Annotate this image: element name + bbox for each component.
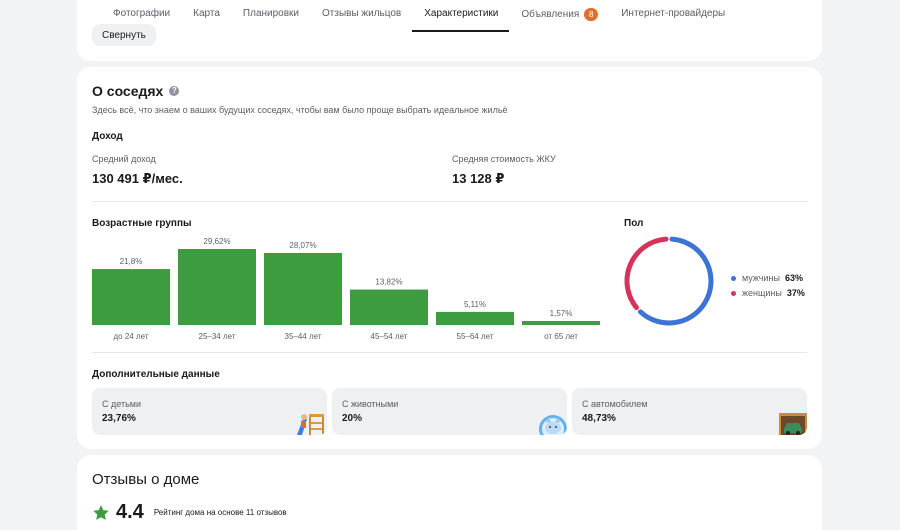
tile-value: 23,76% xyxy=(102,413,136,424)
rating-score: 4.4 xyxy=(116,501,144,523)
bar-value-label: 1,57% xyxy=(550,309,573,318)
legend-label: женщины xyxy=(742,288,782,298)
neighbors-subtitle: Здесь всё, что знаем о ваших будущих сос… xyxy=(92,105,508,115)
reviews-title: Отзывы о доме xyxy=(92,471,200,488)
tile-with-children: С детьми 23,76% xyxy=(92,388,327,435)
cat-icon xyxy=(539,415,567,435)
tile-value: 48,73% xyxy=(582,413,616,424)
neighbors-section-title: О соседях ? xyxy=(92,83,180,99)
bar-value-label: 13,82% xyxy=(375,278,402,287)
utility-cost-label: Средняя стоимость ЖКУ xyxy=(452,154,556,164)
tab-label: Фотографии xyxy=(113,8,171,19)
tile-value: 20% xyxy=(342,413,363,424)
divider xyxy=(92,352,807,353)
utility-cost-value: 13 128 ₽ xyxy=(452,171,505,186)
bar-2 xyxy=(264,252,342,325)
tab-internet-providers[interactable]: Интернет-провайдеры xyxy=(609,0,736,32)
donut-segment-male xyxy=(637,236,714,326)
star-icon xyxy=(93,504,109,520)
income-heading: Доход xyxy=(92,131,123,142)
tile-label: С детьми xyxy=(102,399,141,409)
bar-category-label: 25–34 лет xyxy=(199,332,236,341)
avg-income-value: 130 491 ₽/мес. xyxy=(92,171,183,186)
age-groups-heading: Возрастные группы xyxy=(92,218,192,229)
question-icon[interactable]: ? xyxy=(169,86,180,96)
bar-category-label: 45–54 лет xyxy=(371,332,408,341)
gender-heading: Пол xyxy=(624,218,644,229)
tab-label: Планировки xyxy=(242,8,300,19)
collapse-button[interactable]: Свернуть xyxy=(92,24,156,46)
divider xyxy=(92,201,807,202)
tab-bar: Фотографии Карта Планировки Отзывы жильц… xyxy=(101,0,736,32)
legend-dot-female xyxy=(731,290,736,296)
tab-listings[interactable]: Объявления 8 xyxy=(509,0,609,32)
tab-characteristics[interactable]: Характеристики xyxy=(412,0,510,32)
bar-4 xyxy=(436,311,514,325)
bar-value-label: 28,07% xyxy=(289,241,316,250)
tab-label: Отзывы жильцов xyxy=(322,8,402,19)
tab-label: Объявления xyxy=(521,9,580,20)
bar-value-label: 5,11% xyxy=(464,300,486,309)
legend-label: мужчины xyxy=(742,273,780,283)
legend-value: 63% xyxy=(784,273,803,283)
tab-label: Интернет-провайдеры xyxy=(621,8,726,19)
tab-map[interactable]: Карта xyxy=(181,0,231,32)
tile-label: С автомобилем xyxy=(582,399,648,409)
car-icon xyxy=(779,413,807,435)
legend-value: 37% xyxy=(786,288,805,298)
donut-segment-female xyxy=(624,236,669,311)
bar-0 xyxy=(92,269,170,325)
tile-label: С животными xyxy=(342,399,399,409)
tile-with-pets: С животными 20% xyxy=(332,388,567,435)
bar-value-label: 21,8% xyxy=(120,257,143,266)
legend-dot-male xyxy=(731,275,736,281)
rating-caption: Рейтинг дома на основе 11 отзывов xyxy=(153,508,287,517)
legend-male: мужчины 63% xyxy=(731,273,803,283)
tab-label: Карта xyxy=(193,8,220,19)
bar-category-label: 35–44 лет xyxy=(285,332,322,341)
bar-5 xyxy=(522,320,600,325)
tab-layouts[interactable]: Планировки xyxy=(231,0,310,32)
tile-with-car: С автомобилем 48,73% xyxy=(572,388,807,435)
listings-count-badge: 8 xyxy=(584,8,599,21)
tab-photos[interactable]: Фотографии xyxy=(101,0,181,32)
playground-icon xyxy=(297,414,324,435)
bar-category-label: до 24 лет xyxy=(114,332,149,341)
legend-female: женщины 37% xyxy=(731,288,805,298)
neighbors-title-text: О соседях xyxy=(92,83,164,99)
neighbors-card: О соседях ? Здесь всё, что знаем о ваших… xyxy=(77,67,822,449)
bar-3 xyxy=(350,289,428,325)
extra-data-heading: Дополнительные данные xyxy=(92,369,220,380)
bar-value-label: 29,62% xyxy=(203,237,230,246)
rating-row: 4.4 Рейтинг дома на основе 11 отзывов xyxy=(92,501,287,524)
tab-resident-reviews[interactable]: Отзывы жильцов xyxy=(310,0,412,32)
gender-donut-chart xyxy=(624,236,714,326)
reviews-card: Отзывы о доме 4.4 Рейтинг дома на основе… xyxy=(77,455,822,530)
bar-category-label: 55–64 лет xyxy=(457,332,494,341)
tab-label: Характеристики xyxy=(424,8,499,19)
tabs-card: Фотографии Карта Планировки Отзывы жильц… xyxy=(77,0,822,61)
bar-category-label: от 65 лет xyxy=(544,332,578,341)
bar-1 xyxy=(178,249,256,325)
age-groups-bar-chart: 21,8% до 24 лет 29,62% 25–34 лет 28,07% 35–44… xyxy=(92,237,600,341)
avg-income-label: Средний доход xyxy=(92,154,156,164)
